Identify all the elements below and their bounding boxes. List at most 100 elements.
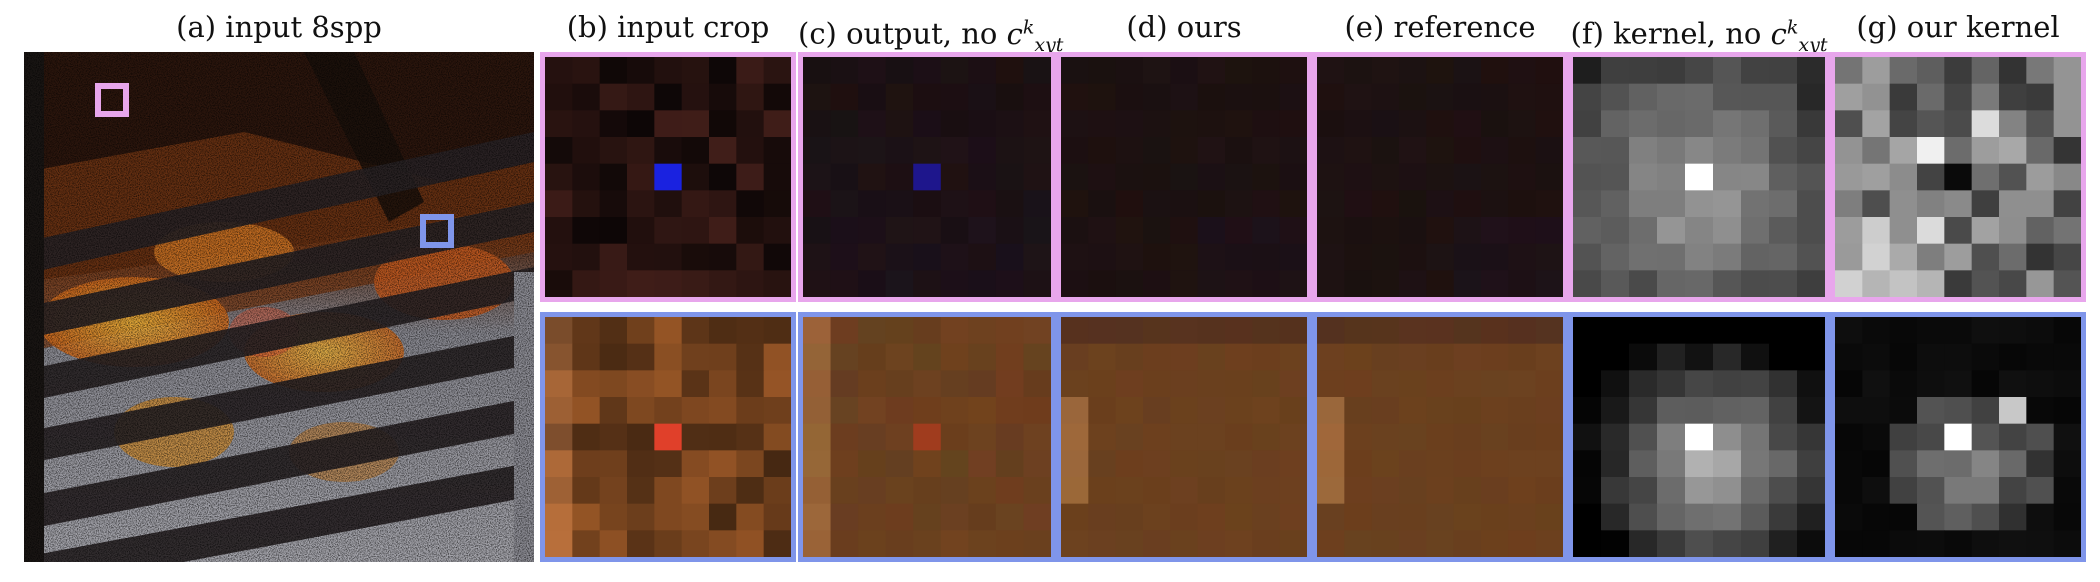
pixel: [1713, 317, 1742, 344]
pixel: [1835, 317, 1863, 344]
pixel: [545, 110, 573, 137]
pixel: [996, 217, 1024, 244]
pixel: [1252, 190, 1280, 217]
pixel: [654, 190, 682, 217]
pixel: [1835, 190, 1863, 217]
pixel: [1999, 317, 2027, 344]
pixel: [1372, 137, 1400, 164]
pixel: [886, 217, 914, 244]
pixel: [1143, 450, 1171, 477]
pixel: [2026, 217, 2054, 244]
pixel: [1481, 370, 1509, 397]
pixel: [1426, 57, 1454, 84]
pixel: [1944, 317, 1972, 344]
pixel: [803, 164, 831, 191]
pixel: [1862, 450, 1890, 477]
pixel: [1741, 397, 1770, 424]
pixel: [1536, 477, 1563, 504]
pixel: [831, 424, 859, 451]
pixel: [941, 164, 969, 191]
pixel: [1944, 164, 1972, 191]
pixel: [1198, 190, 1226, 217]
pixel: [1741, 244, 1770, 271]
pixel: [1601, 270, 1630, 297]
pixel: [1317, 164, 1345, 191]
pixel: [858, 57, 886, 84]
pixel: [1399, 137, 1427, 164]
pixel: [1713, 217, 1742, 244]
pixel: [1797, 84, 1825, 111]
pixel: [803, 424, 831, 451]
pixel: [996, 504, 1024, 531]
pixel: [1769, 84, 1798, 111]
pixel: [545, 190, 573, 217]
pixel: [2026, 530, 2054, 557]
pixel: [1023, 317, 1051, 344]
pixel: [545, 217, 573, 244]
pixel: [1972, 110, 2000, 137]
pixel: [1890, 317, 1918, 344]
panel-kernel-no-cxyt-bottom: [1568, 312, 1830, 562]
pixel: [1426, 504, 1454, 531]
pixel: [1317, 397, 1345, 424]
pixel: [736, 190, 764, 217]
pixel: [1713, 137, 1742, 164]
pixel: [1481, 244, 1509, 271]
pixel: [1252, 450, 1280, 477]
pixel: [996, 424, 1024, 451]
pixel: [1862, 84, 1890, 111]
pixel: [1862, 270, 1890, 297]
pixel: [600, 110, 628, 137]
pixel: [1481, 137, 1509, 164]
pixel: [1769, 190, 1798, 217]
pixel: [1170, 530, 1198, 557]
pixel: [1454, 504, 1482, 531]
pixel: [1143, 84, 1171, 111]
pixel: [1685, 530, 1714, 557]
pixel: [1317, 424, 1345, 451]
pixel: [2054, 504, 2081, 531]
pixel: [996, 370, 1024, 397]
pixel: [886, 477, 914, 504]
pixel: [1344, 504, 1372, 531]
pixel: [627, 57, 655, 84]
pixel: [1917, 137, 1945, 164]
pixel: [627, 397, 655, 424]
pixel: [1252, 370, 1280, 397]
pixel: [600, 370, 628, 397]
pixel: [1573, 84, 1602, 111]
pixel: [1601, 424, 1630, 451]
pixel: [1023, 217, 1051, 244]
pixel: [1862, 397, 1890, 424]
pixel: [858, 217, 886, 244]
caption-c-math: ckxyt: [1007, 17, 1064, 51]
pixel: [1657, 450, 1686, 477]
pixel: [1170, 504, 1198, 531]
pixel: [1061, 190, 1089, 217]
pixel: [1399, 270, 1427, 297]
pixel: [1741, 217, 1770, 244]
pixel: [1797, 270, 1825, 297]
pixel: [1862, 370, 1890, 397]
pixel: [1685, 84, 1714, 111]
pixel: [1344, 57, 1372, 84]
pixel: [1061, 317, 1089, 344]
pixel: [831, 370, 859, 397]
caption-a: (a) input 8spp: [24, 6, 534, 48]
pixel: [968, 317, 996, 344]
pixel: [913, 270, 941, 297]
pixel: [1573, 344, 1602, 371]
pixel: [600, 137, 628, 164]
pixel: [1344, 397, 1372, 424]
pixel: [1143, 244, 1171, 271]
pixel: [1280, 344, 1307, 371]
pixel: [764, 217, 791, 244]
pixel: [709, 164, 737, 191]
pixel: [1629, 424, 1658, 451]
pixel: [1629, 530, 1658, 557]
pixel: [682, 504, 710, 531]
pixel: [1454, 110, 1482, 137]
pixel: [1454, 190, 1482, 217]
pixel: [1999, 530, 2027, 557]
pixel: [1399, 397, 1427, 424]
